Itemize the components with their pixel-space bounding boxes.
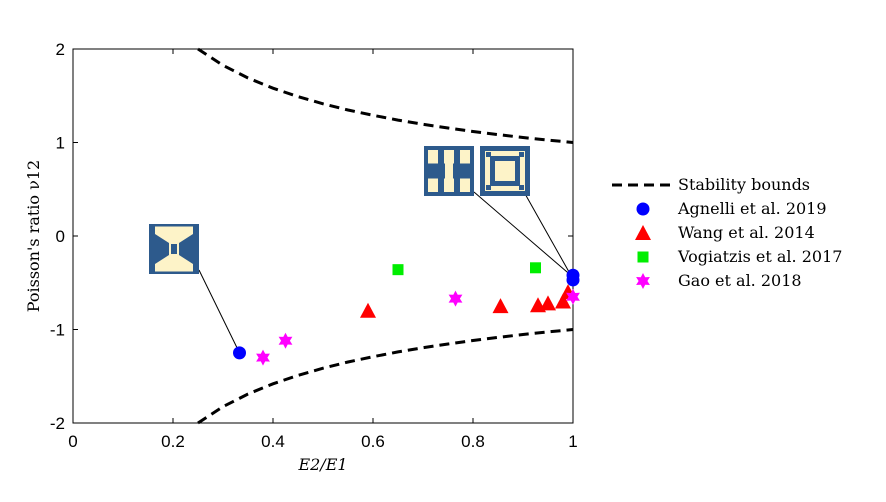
legend-swatch-hexagram [636, 273, 650, 289]
inset-shape [486, 185, 491, 190]
y-tick-label: 2 [56, 40, 65, 59]
inset-connector [198, 269, 240, 354]
data-point-triangle [540, 295, 556, 311]
stability-bounds-layer [197, 47, 574, 425]
legend-label: Gao et al. 2018 [678, 271, 802, 290]
x-tick-label: 0.2 [161, 432, 185, 451]
inset-shape [495, 161, 515, 181]
inset-unit-cell-high-1 [424, 146, 474, 196]
y-axis-label: Poisson's ratio ν12 [24, 160, 43, 312]
data-point-triangle [555, 293, 571, 309]
inset-unit-cell-high-2 [480, 146, 530, 196]
data-point-square [530, 262, 541, 274]
y-tick-label: 1 [56, 134, 65, 153]
inset-shape [454, 148, 460, 194]
legend-label: Stability bounds [678, 175, 810, 194]
x-tick-label: 1 [568, 432, 577, 451]
data-point-triangle [360, 302, 376, 318]
inset-unit-cell-low [149, 224, 199, 274]
legend-label: Vogiatzis et al. 2017 [677, 247, 842, 266]
inset-connector [523, 191, 574, 280]
data-point-hexagram [278, 332, 293, 349]
insets-layer [149, 146, 574, 354]
data-point-hexagram [256, 349, 270, 366]
points-layer [233, 262, 580, 366]
legend-label: Agnelli et al. 2019 [677, 199, 827, 218]
stability-bound-upper [197, 47, 574, 144]
y-tick-label: -2 [50, 414, 65, 433]
data-point-triangle [492, 298, 509, 314]
y-tick-label: -1 [50, 321, 65, 340]
inset-shape [486, 152, 491, 157]
ticks-layer: 0 0.2 0.4 0.6 0.8 1 -2 -1 0 1 2 [50, 40, 578, 451]
inset-shape [519, 152, 524, 157]
legend-label: Wang et al. 2014 [678, 223, 815, 242]
legend-swatch-square [637, 251, 649, 263]
x-tick-label: 0.8 [461, 432, 485, 451]
x-tick-label: 0.6 [361, 432, 385, 451]
inset-shape [445, 156, 453, 186]
inset-connector [473, 191, 574, 278]
inset-shape [519, 185, 524, 190]
legend-swatch-circle [636, 202, 650, 216]
stability-bound-lower [197, 328, 574, 425]
data-point-hexagram [448, 290, 463, 307]
data-point-circle [566, 273, 580, 287]
legend: Stability bounds Agnelli et al. 2019 Wang … [612, 175, 842, 290]
x-tick-label: 0 [68, 432, 77, 451]
data-point-square [392, 264, 404, 276]
inset-shape [438, 148, 444, 194]
data-point-hexagram [566, 288, 580, 305]
x-tick-label: 0.4 [261, 432, 285, 451]
x-axis-label: E2/E1 [297, 455, 347, 474]
data-point-circle [233, 346, 246, 360]
legend-swatch-triangle [635, 225, 651, 240]
y-tick-label: 0 [56, 227, 65, 246]
inset-shape [171, 244, 177, 254]
